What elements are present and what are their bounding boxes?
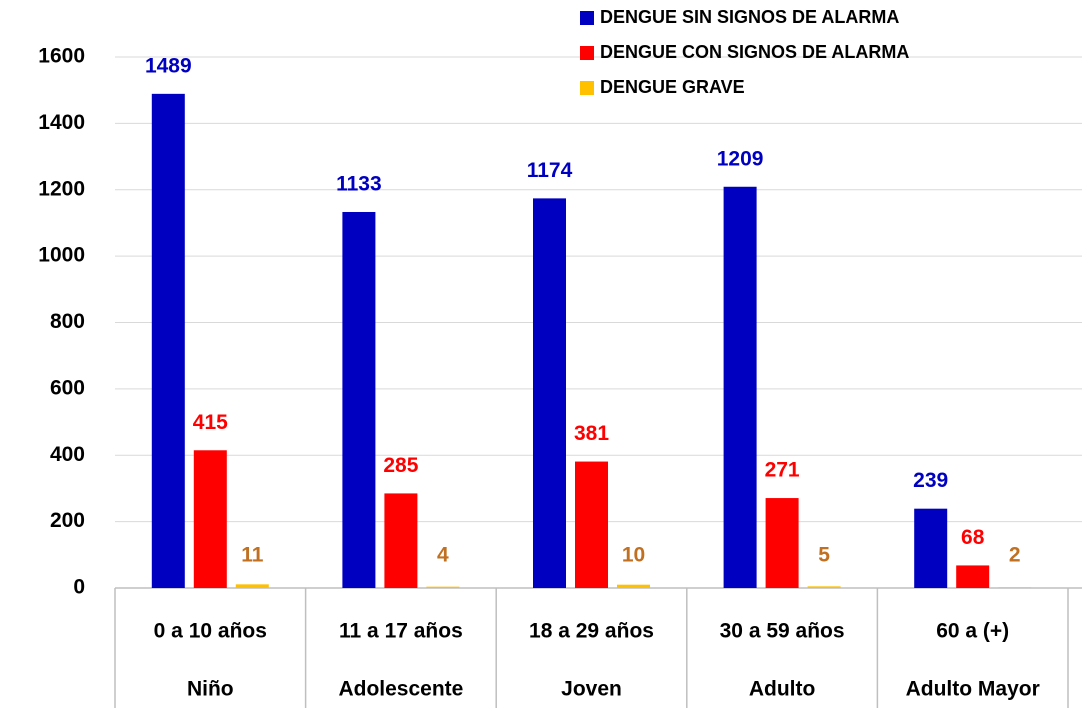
x-tick-label: 18 a 29 años [529,620,654,643]
data-label: 1489 [145,54,192,77]
data-label: 4 [437,544,449,567]
bar [617,584,650,588]
data-label: 1133 [336,173,382,196]
y-tick-label: 400 [50,443,85,466]
data-label: 2 [1009,544,1021,567]
x-tick-label: 60 a (+) [936,620,1009,643]
bar [723,186,757,588]
x-tick-label: 11 a 17 años [339,620,463,643]
bar [575,461,608,588]
bar [533,198,566,588]
y-tick-label: 1200 [38,177,85,200]
x-group-label: Joven [561,678,622,701]
y-tick-label: 1400 [38,111,85,134]
data-label: 68 [961,526,985,549]
y-tick-label: 0 [73,576,85,599]
data-label: 381 [574,422,609,445]
bar [914,508,948,588]
data-label: 11 [241,544,264,567]
y-tick-label: 1000 [38,244,85,267]
bar [998,587,1032,588]
y-tick-label: 800 [50,310,85,333]
x-group-label: Adulto Mayor [906,678,1040,701]
x-tick-label: 30 a 59 años [720,620,845,643]
legend-swatch [580,81,594,95]
bar [956,565,990,588]
y-tick-label: 600 [50,376,85,399]
legend-swatch [580,11,594,25]
y-tick-label: 1600 [38,45,85,68]
bar [193,450,227,588]
legend-label: DENGUE CON SIGNOS DE ALARMA [600,42,909,62]
bar [426,586,460,588]
x-tick-label: 0 a 10 años [154,620,267,643]
bar [807,586,841,588]
bar [235,584,269,588]
y-tick-label: 200 [50,509,85,532]
data-label: 415 [193,411,228,434]
legend-swatch [580,46,594,60]
x-group-label: Niño [187,678,234,701]
data-label: 239 [913,469,948,492]
data-label: 5 [818,544,830,567]
bar [342,211,376,588]
bar [765,498,799,588]
bar [151,93,185,588]
data-label: 1209 [717,147,764,170]
data-label: 285 [383,454,418,477]
data-label: 1174 [527,159,573,182]
data-label: 10 [622,544,645,567]
legend-label: DENGUE SIN SIGNOS DE ALARMA [600,7,899,27]
legend-label: DENGUE GRAVE [600,77,745,97]
data-label: 271 [765,459,800,482]
x-group-label: Adolescente [338,678,463,701]
x-group-label: Adulto [749,678,815,701]
bar [384,493,418,588]
